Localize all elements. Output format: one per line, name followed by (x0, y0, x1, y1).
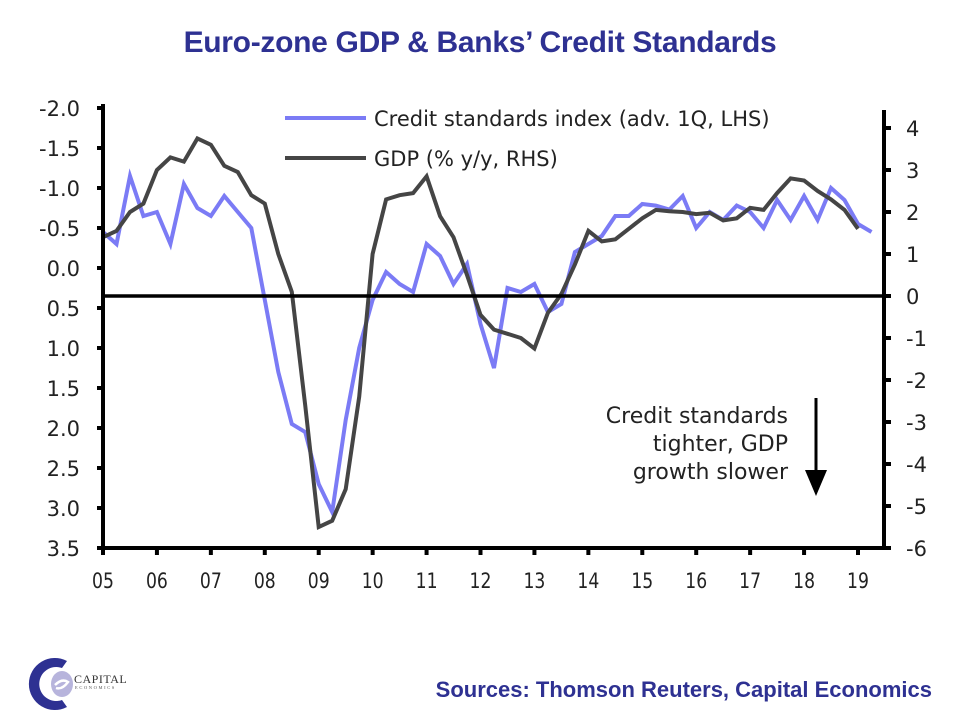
left-axis-tick-label: 0.5 (47, 297, 80, 321)
x-axis-tick-label: 17 (739, 568, 761, 593)
x-axis-tick-label: 16 (685, 568, 707, 593)
right-axis-tick-label: 4 (906, 117, 919, 141)
annotation-text-line: tighter, GDP (653, 432, 788, 457)
left-axis-tick-label: 1.5 (47, 377, 80, 401)
arrow-down-icon (805, 470, 827, 496)
right-axis-tick-label: -2 (906, 369, 927, 393)
right-axis-tick-label: 0 (906, 285, 919, 309)
credit-standards-series-line (101, 168, 873, 519)
chart-title: Euro-zone GDP & Banks’ Credit Standards (183, 26, 777, 59)
series-layer (101, 135, 873, 530)
left-axis-tick-label: 3.5 (47, 537, 80, 561)
right-axis-tick-label: -5 (906, 495, 927, 519)
right-axis-tick-label: -4 (906, 453, 927, 477)
legend-label-1: GDP (% y/y, RHS) (374, 147, 558, 171)
annotation: Credit standards tighter, GDP growth slowe… (606, 398, 827, 496)
x-axis-tick-label: 14 (577, 568, 599, 593)
right-axis-tick-label: 2 (906, 201, 919, 225)
x-axis-tick-label: 08 (254, 568, 276, 593)
right-axis-tick-label: -1 (906, 327, 927, 351)
x-axis-tick-label: 11 (416, 568, 438, 593)
left-axis-tick-label: -1.0 (39, 177, 80, 201)
capital-economics-logo: CAPITAL ECONOMICS (22, 652, 127, 712)
x-axis-tick-label: 09 (308, 568, 330, 593)
source-note: Sources: Thomson Reuters, Capital Econom… (435, 677, 932, 702)
logo-mark-icon (28, 658, 73, 710)
x-axis-tick-label: 10 (362, 568, 384, 593)
legend: Credit standards index (adv. 1Q, LHS) GDP… (285, 107, 770, 171)
x-axis-tick-label: 19 (847, 568, 869, 593)
left-axis-tick-label: 1.0 (47, 337, 80, 361)
right-axis-tick-label: 3 (906, 159, 919, 183)
annotation-text-line: Credit standards (606, 404, 788, 429)
x-axis-tick-label: 05 (92, 568, 114, 593)
legend-label-0: Credit standards index (adv. 1Q, LHS) (374, 107, 770, 131)
x-axis-tick-label: 13 (523, 568, 545, 593)
axes-layer: -2.0 -1.5 -1.0 -0.5 0.0 0.5 1.0 1.5 2.0 2.5 3.0 3.5… (39, 97, 927, 593)
x-axis-tick-label: 18 (793, 568, 815, 593)
x-axis-tick-label: 07 (200, 568, 222, 593)
left-axis-tick-label: -1.5 (39, 137, 80, 161)
right-axis-tick-label: -3 (906, 411, 927, 435)
left-axis-tick-label: -2.0 (39, 97, 80, 121)
right-axis-tick-label: -6 (906, 537, 927, 561)
x-axis-tick-label: 06 (146, 568, 168, 593)
left-axis-tick-label: 3.0 (47, 497, 80, 521)
x-axis-tick-label: 15 (631, 568, 653, 593)
x-axis-tick-label: 12 (470, 568, 492, 593)
logo-subtext: ECONOMICS (75, 685, 116, 690)
logo-text: CAPITAL (74, 672, 128, 686)
left-axis-tick-label: -0.5 (39, 217, 80, 241)
left-axis-tick-label: 2.0 (47, 417, 80, 441)
right-axis-tick-label: 1 (906, 243, 919, 267)
left-axis-tick-label: 0.0 (47, 257, 80, 281)
left-axis-tick-label: 2.5 (47, 457, 80, 481)
annotation-text-line: growth slower (633, 460, 789, 485)
